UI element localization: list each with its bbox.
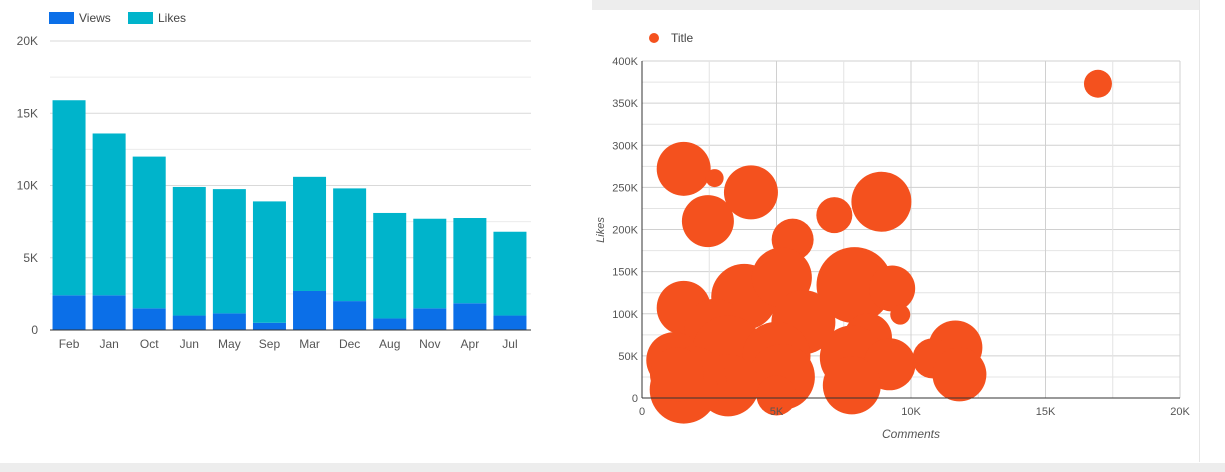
- scatter-y-tick-label: 250K: [612, 182, 638, 194]
- bar-views-jun: [172, 315, 206, 330]
- scatter-chart-panel: 0 50K 100K 150K 200K 250K 300K 350K 400K 0 5K 10K 15…: [592, 0, 1200, 462]
- bar-y-tick-label: 5K: [23, 251, 38, 265]
- scatter-point: [851, 171, 912, 232]
- bar-likes-feb: [52, 100, 86, 296]
- bar-y-tick-label: 10K: [17, 179, 38, 193]
- bar-chart-panel: 0 5K 10K 15K 20K Feb Jan Oct Jun May Sep Mar Dec Aug N…: [0, 0, 560, 462]
- scatter-y-tick-label: 150K: [612, 267, 638, 279]
- bar-likes-nov: [413, 218, 447, 309]
- bar-x-tick-label: Aug: [379, 337, 400, 351]
- scatter-y-tick-label: 200K: [612, 225, 638, 237]
- bar-y-tick-label: 15K: [17, 106, 38, 120]
- bar-x-tick-label: Feb: [59, 337, 80, 351]
- scatter-y-axis-title: Likes: [595, 217, 607, 243]
- bar-views-jan: [92, 295, 126, 330]
- scatter-y-tick-label: 100K: [612, 309, 638, 321]
- legend-label-title: Title: [671, 31, 694, 45]
- bar-x-tick-label: Oct: [140, 337, 159, 351]
- scatter-x-tick-label: 0: [639, 406, 645, 418]
- bar-gridlines: [50, 40, 531, 295]
- scatter-point: [890, 304, 911, 325]
- page-bottom-strip: [0, 463, 1225, 472]
- bar-views-nov: [413, 308, 447, 330]
- panel-header-strip: [592, 0, 1199, 10]
- bar-views-apr: [453, 303, 487, 330]
- bar-views-oct: [132, 308, 166, 330]
- legend-label-views: Views: [79, 11, 111, 25]
- scatter-y-tick-label: 300K: [612, 140, 638, 152]
- scatter-point: [681, 195, 734, 248]
- legend-swatch-likes: [128, 12, 153, 24]
- bar-likes-oct: [132, 156, 166, 309]
- bar-likes-aug: [373, 212, 407, 319]
- bar-views-jul: [493, 315, 527, 330]
- bar-likes-apr: [453, 218, 487, 304]
- scatter-y-tick-label: 0: [632, 393, 638, 405]
- legend-marker-title: [649, 33, 659, 43]
- bar-likes-dec: [333, 188, 367, 302]
- scatter-point: [1083, 69, 1112, 98]
- bar-likes-mar: [293, 176, 327, 291]
- scatter-point: [656, 141, 711, 196]
- bar-views-may: [212, 313, 246, 330]
- scatter-y-tick-label: 50K: [618, 351, 638, 363]
- scatter-x-tick-label: 15K: [1036, 406, 1056, 418]
- scatter-x-tick-label: 5K: [770, 406, 784, 418]
- scatter-point: [756, 375, 797, 416]
- stacked-bar-chart: 0 5K 10K 15K 20K Feb Jan Oct Jun May Sep Mar Dec Aug N…: [17, 11, 531, 351]
- scatter-point: [869, 265, 916, 312]
- scatter-point: [822, 356, 881, 415]
- legend-label-likes: Likes: [158, 11, 186, 25]
- bar-views-mar: [293, 290, 327, 330]
- bar-likes-may: [212, 189, 246, 314]
- scatter-point: [932, 347, 987, 402]
- bar-x-tick-label: Apr: [461, 337, 480, 351]
- bar-x-tick-label: Mar: [299, 337, 320, 351]
- scatter-point: [723, 165, 778, 220]
- scatter-point: [705, 169, 724, 188]
- bar-y-tick-label: 0: [31, 323, 38, 337]
- bar-views-feb: [52, 295, 86, 330]
- bar-likes-sep: [252, 201, 286, 323]
- bar-likes-jan: [92, 133, 126, 296]
- bar-x-tick-label: Jan: [99, 337, 118, 351]
- scatter-point: [816, 197, 853, 234]
- bar-views-dec: [333, 301, 367, 330]
- bar-likes-jun: [172, 186, 206, 316]
- bubble-scatter-chart: 0 50K 100K 150K 200K 250K 300K 350K 400K 0 5K 10K 15…: [595, 31, 1190, 441]
- bar-likes-jul: [493, 231, 527, 316]
- scatter-y-tick-label: 400K: [612, 56, 638, 68]
- bar-x-tick-label: Sep: [259, 337, 281, 351]
- bar-x-tick-label: May: [218, 337, 241, 351]
- scatter-x-tick-label: 20K: [1170, 406, 1190, 418]
- legend-swatch-views: [49, 12, 74, 24]
- bar-x-tick-label: Jul: [502, 337, 517, 351]
- bar-x-tick-label: Jun: [180, 337, 199, 351]
- bar-y-tick-label: 20K: [17, 34, 38, 48]
- scatter-point: [649, 347, 704, 402]
- bar-x-tick-label: Nov: [419, 337, 440, 351]
- scatter-x-tick-label: 10K: [901, 406, 921, 418]
- scatter-y-tick-label: 350K: [612, 98, 638, 110]
- bar-x-tick-label: Dec: [339, 337, 360, 351]
- scatter-x-axis-title: Comments: [882, 427, 940, 441]
- scatter-point: [816, 247, 893, 324]
- bar-views-aug: [373, 318, 407, 330]
- bar-views-sep: [252, 322, 286, 330]
